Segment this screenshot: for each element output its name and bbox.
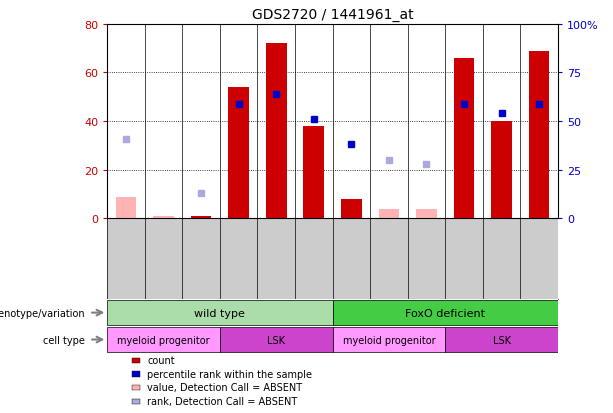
Bar [379,209,399,219]
Bar [220,328,332,352]
Text: myeloid progenitor: myeloid progenitor [343,335,435,345]
Bar [266,44,286,219]
Bar [303,127,324,219]
Text: FoxO deficient: FoxO deficient [405,308,485,318]
Bar [191,216,211,219]
Bar [416,209,436,219]
Bar [454,59,474,219]
Bar [153,216,174,219]
Bar [107,301,332,325]
Text: genotype/variation: genotype/variation [0,308,85,318]
Bar [529,52,549,219]
Text: rank, Detection Call = ABSENT: rank, Detection Call = ABSENT [147,396,297,406]
Bar [229,88,249,219]
Text: value, Detection Call = ABSENT: value, Detection Call = ABSENT [147,382,302,392]
Text: LSK: LSK [492,335,511,345]
Bar [107,328,220,352]
Text: cell type: cell type [43,335,85,345]
Text: LSK: LSK [267,335,285,345]
Bar [332,328,445,352]
Text: count: count [147,355,175,365]
Bar [445,328,558,352]
Text: myeloid progenitor: myeloid progenitor [117,335,210,345]
Bar [116,197,136,219]
Bar [341,199,362,219]
Title: GDS2720 / 1441961_at: GDS2720 / 1441961_at [252,8,413,22]
Bar [491,122,512,219]
Text: wild type: wild type [194,308,245,318]
Bar [332,301,558,325]
Text: percentile rank within the sample: percentile rank within the sample [147,369,312,379]
